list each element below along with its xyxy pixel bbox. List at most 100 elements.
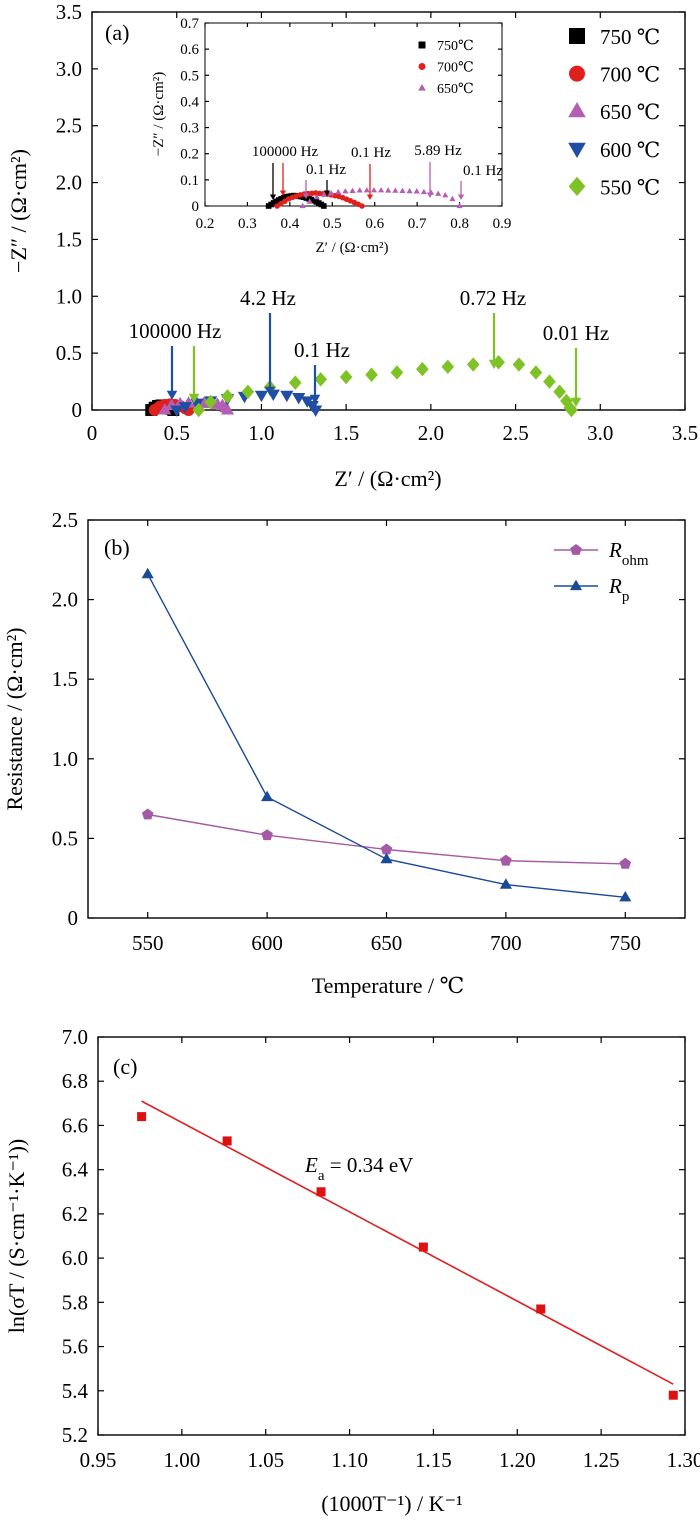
inset-series-2 xyxy=(299,187,463,209)
panel-b-series xyxy=(141,567,632,902)
inset-x-tick-label: 0.3 xyxy=(238,216,257,232)
inset-point xyxy=(313,193,320,200)
legend-label: 600 ℃ xyxy=(600,138,660,162)
inset-point xyxy=(320,191,328,197)
panel-c: 0.95 1.00 1.05 1.10 1.15 1.20 1.25 1.30 5.2 5.4 5.… xyxy=(4,1025,700,1516)
panel-b-point xyxy=(380,852,393,864)
panel-c-y-tick-label: 6.8 xyxy=(62,1069,88,1093)
panel-b-y-tick-label: 1.0 xyxy=(52,747,78,771)
inset-ticks: 0.2 0.3 0.4 0.5 0.6 0.7 0.8 0.9 0 0.1 0.2 0.3 0.4 0.5… xyxy=(180,16,511,232)
panel-c-x-tick-label: 1.05 xyxy=(247,1448,284,1472)
panel-a-y-tick-label: 0.5 xyxy=(56,341,82,365)
panel-b-series-0 xyxy=(141,808,632,869)
inset-x-tick-label: 0.7 xyxy=(408,216,427,232)
panel-a-point xyxy=(512,357,526,372)
inset-legend-label: 650℃ xyxy=(437,82,474,97)
panel-c-x-tick-label: 1.00 xyxy=(163,1448,200,1472)
panel-c-point xyxy=(316,1187,326,1197)
inset-y-tick-label: 0.2 xyxy=(180,147,199,163)
inset-legend: 750℃ 700℃ 650℃ xyxy=(418,39,474,97)
panel-a-x-tick-label: 0.5 xyxy=(164,421,190,445)
inset-point xyxy=(420,188,427,195)
inset-frequency-arrow-head xyxy=(269,194,277,200)
panel-a-y-tick-label: 3.0 xyxy=(56,57,82,81)
inset-point xyxy=(399,187,406,194)
panel-b-point xyxy=(141,808,154,820)
inset-point xyxy=(363,187,370,193)
inset-frequency-label: 0.1 Hz xyxy=(306,162,346,178)
inset-y-tick-label: 0 xyxy=(192,199,200,215)
panel-c-ticks: 0.95 1.00 1.05 1.10 1.15 1.20 1.25 1.30 5.2 5.4 5.… xyxy=(62,1025,700,1472)
panel-b-ticks: 550 600 650 700 750 0 0.5 1.0 1.5 2.0 2.5 xyxy=(52,508,685,955)
legend-marker xyxy=(568,176,586,196)
panel-a-frequency-arrow-head xyxy=(264,386,276,396)
inset-plot-frame xyxy=(204,22,503,207)
panel-b-legend-label: Rp xyxy=(608,574,629,605)
panel-a-x-tick-label: 2.0 xyxy=(418,421,444,445)
panel-a-frequency-label: 4.2 Hz xyxy=(240,286,296,310)
inset-point xyxy=(413,188,420,194)
panel-b-point xyxy=(141,567,154,579)
panel-a-frequency-label: 0.01 Hz xyxy=(543,321,610,345)
inset-point xyxy=(306,198,313,204)
panel-b-y-tick-label: 0 xyxy=(68,906,79,930)
ea-subscript: a xyxy=(318,1168,325,1184)
inset-point xyxy=(356,187,363,193)
panel-c-x-tick-label: 0.95 xyxy=(80,1448,117,1472)
panel-c-label: (c) xyxy=(113,1054,137,1079)
panel-c-activation-energy-annotation: Ea = 0.34 eV xyxy=(304,1153,413,1184)
panel-b-y-tick-label: 0.5 xyxy=(52,826,78,850)
panel-a-point xyxy=(529,365,543,380)
panel-a-x-tick-label: 0 xyxy=(87,421,98,445)
panel-a-x-tick-label: 3.5 xyxy=(672,421,698,445)
panel-c-x-tick-label: 1.10 xyxy=(331,1448,368,1472)
panel-c-point xyxy=(137,1112,147,1122)
panel-c-y-tick-label: 5.4 xyxy=(62,1379,89,1403)
inset-x-axis-label: Z′ / (Ω·cm²) xyxy=(315,240,388,256)
legend-marker xyxy=(568,102,586,118)
panel-a-point xyxy=(221,389,234,404)
panel-c-y-tick-label: 6.2 xyxy=(62,1202,88,1226)
inset-y-tick-label: 0.5 xyxy=(180,68,199,84)
legend-symbol: R xyxy=(608,574,622,598)
inset-point xyxy=(370,187,378,193)
panel-a-point xyxy=(220,403,235,415)
panel-c-series xyxy=(137,1100,678,1400)
inset-frequency-arrow-head xyxy=(302,193,310,199)
panel-c-point xyxy=(536,1304,546,1314)
panel-a-frequency-label: 100000 Hz xyxy=(129,319,222,343)
inset-legend-label: 700℃ xyxy=(437,61,474,76)
inset-legend-marker xyxy=(418,63,426,70)
inset-frequency-label: 0.1 Hz xyxy=(351,145,391,161)
panel-a-x-tick-label: 1.5 xyxy=(333,421,359,445)
panel-b-point xyxy=(261,829,273,841)
panel-b-y-tick-label: 2.5 xyxy=(52,508,78,532)
inset-x-tick-label: 0.5 xyxy=(323,216,342,232)
panel-a-legend: 750 ℃ 700 ℃ 650 ℃ 600 ℃ 550 ℃ xyxy=(568,25,660,199)
inset: 0.2 0.3 0.4 0.5 0.6 0.7 0.8 0.9 0 0.1 0.2 0.3 0.4 0.5… xyxy=(151,16,511,256)
panel-c-y-tick-label: 6.4 xyxy=(62,1158,89,1182)
inset-y-tick-label: 0.3 xyxy=(180,121,199,137)
panel-a-point xyxy=(241,384,255,400)
panel-a-x-axis-label-text: Z′ / (Ω·cm²) xyxy=(334,466,441,491)
panel-b-x-tick-label: 700 xyxy=(490,931,522,955)
inset-x-tick-label: 0.2 xyxy=(196,216,215,232)
legend-label: 650 ℃ xyxy=(600,100,660,124)
panel-c-y-tick-label: 5.6 xyxy=(62,1335,88,1359)
panel-c-x-axis-label: (1000T⁻¹) / K⁻¹ xyxy=(321,1491,463,1516)
panel-c-x-tick-label: 1.30 xyxy=(667,1448,700,1472)
panel-c-fit-line xyxy=(141,1100,674,1385)
panel-a-point xyxy=(254,390,269,403)
inset-x-tick-label: 0.6 xyxy=(365,216,384,232)
panel-c-x-tick-label: 1.15 xyxy=(415,1448,452,1472)
panel-a-point xyxy=(292,392,306,405)
inset-legend-label: 750℃ xyxy=(437,39,474,54)
panel-a-point xyxy=(339,369,353,385)
panel-b-legend-marker xyxy=(569,579,583,591)
panel-b-point xyxy=(261,790,274,802)
panel-a-y-tick-label: 1.5 xyxy=(56,227,82,251)
panel-b-series-1 xyxy=(141,567,632,902)
panel-a-point xyxy=(441,359,455,374)
panel-c-y-tick-label: 6.0 xyxy=(62,1246,88,1270)
panel-b: 550 600 650 700 750 0 0.5 1.0 1.5 2.0 2.5 (b) Temp… xyxy=(2,508,686,998)
